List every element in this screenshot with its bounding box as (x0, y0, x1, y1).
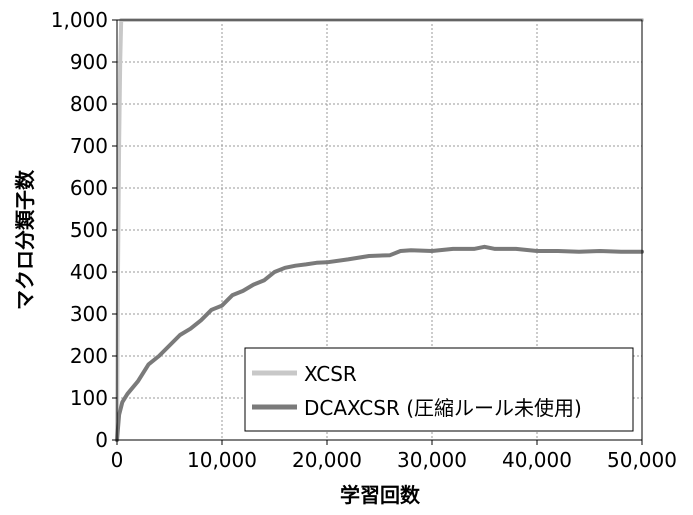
y-tick-label: 700 (70, 134, 108, 158)
y-tick-label: 900 (70, 50, 108, 74)
x-tick-label: 0 (111, 448, 124, 472)
y-tick-label: 800 (70, 92, 108, 116)
y-tick-label: 1,000 (51, 8, 108, 32)
y-axis-title: マクロ分類子数 (13, 169, 37, 310)
x-axis-ticks: 0 10,000 20,000 30,000 40,000 50,000 (111, 440, 677, 472)
legend-label-xcsr: XCSR (304, 362, 357, 386)
x-tick-label: 30,000 (397, 448, 467, 472)
y-tick-label: 300 (70, 302, 108, 326)
x-axis-title: 学習回数 (340, 483, 421, 507)
y-tick-label: 600 (70, 176, 108, 200)
series-line-dcaxcsr (115, 244, 644, 442)
y-tick-label: 0 (95, 428, 108, 452)
x-tick-label: 50,000 (607, 448, 677, 472)
x-tick-label: 20,000 (292, 448, 362, 472)
y-tick-label: 100 (70, 386, 108, 410)
legend: XCSR DCAXCSR (圧縮ルール未使用) (244, 347, 634, 432)
y-tick-label: 200 (70, 344, 108, 368)
y-axis-ticks: 0 100 200 300 400 500 600 700 800 900 1,000 (51, 8, 117, 452)
y-tick-label: 500 (70, 218, 108, 242)
legend-label-dcaxcsr: DCAXCSR (圧縮ルール未使用) (304, 396, 582, 420)
x-tick-label: 10,000 (187, 448, 257, 472)
x-tick-label: 40,000 (502, 448, 572, 472)
legend-box (244, 347, 634, 432)
y-tick-label: 400 (70, 260, 108, 284)
